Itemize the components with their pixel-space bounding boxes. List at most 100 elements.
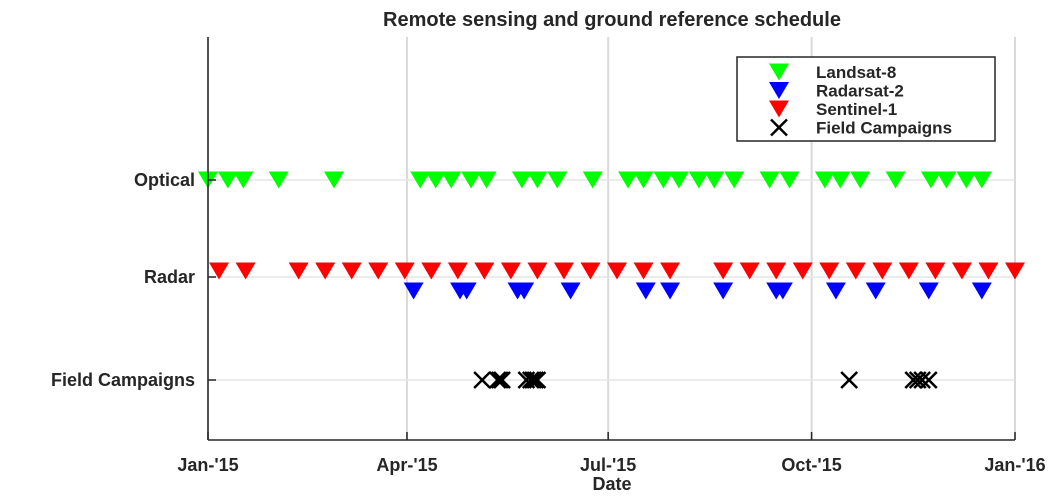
sentinel-1-point — [739, 262, 760, 280]
field-campaigns-point — [840, 371, 859, 389]
field-campaigns-point — [488, 371, 507, 389]
landsat-8-point — [688, 171, 709, 189]
landsat-8-point — [441, 171, 462, 189]
landsat-8-point — [527, 171, 548, 189]
landsat-8-point — [956, 171, 977, 189]
field-campaigns-point-stroke — [526, 371, 545, 389]
landsat-8-point — [268, 171, 289, 189]
sentinel-1-point — [368, 262, 389, 280]
sentinel-1-point — [500, 262, 521, 280]
sentinel-1-point — [580, 262, 601, 280]
sentinel-1-point — [1005, 262, 1025, 280]
landsat-8-point — [511, 171, 532, 189]
x-tick-label: Jul-'15 — [580, 455, 636, 475]
landsat-8-point — [547, 171, 568, 189]
legend-marker-radarsat-2 — [769, 82, 789, 99]
field-campaigns-point-stroke — [490, 371, 509, 389]
landsat-8-point — [425, 171, 446, 189]
sentinel-1-point — [951, 262, 972, 280]
x-axis-label: Date — [592, 474, 631, 494]
landsat-8-point — [920, 171, 941, 189]
legend-label-sentinel-1: Sentinel-1 — [816, 100, 897, 119]
field-campaigns-point-stroke — [524, 371, 542, 389]
sentinel-1-point — [978, 262, 999, 280]
field-campaigns-point — [493, 371, 511, 389]
radarsat-2-point — [713, 282, 734, 300]
x-tick-label: Apr-'15 — [376, 455, 437, 475]
landsat-8-point — [885, 171, 906, 189]
radarsat-2-point — [865, 282, 886, 300]
landsat-8-point — [618, 171, 639, 189]
legend-label-landsat-8: Landsat-8 — [816, 63, 896, 82]
field-campaigns-point-stroke — [919, 371, 938, 389]
landsat-8-point — [759, 171, 780, 189]
landsat-8-point — [633, 171, 654, 189]
sentinel-1-point — [288, 262, 309, 280]
y-tick-label: Radar — [144, 267, 195, 287]
field-campaigns-point — [904, 371, 923, 389]
radarsat-2-point — [560, 282, 581, 300]
field-campaigns-point-stroke — [473, 371, 492, 389]
landsat-8-point — [668, 171, 689, 189]
legend-label-field-campaigns: Field Campaigns — [816, 119, 952, 138]
field-campaigns-point — [913, 371, 932, 389]
sentinel-1-point — [925, 262, 946, 280]
field-campaigns-point-stroke — [904, 371, 923, 389]
landsat-8-point — [814, 171, 835, 189]
sentinel-1-point — [607, 262, 628, 280]
sentinel-1-point — [341, 262, 362, 280]
sentinel-1-point — [713, 262, 734, 280]
field-campaigns-point-stroke — [521, 371, 540, 389]
x-tick-label: Oct-'15 — [781, 455, 841, 475]
sentinel-1-point — [872, 262, 893, 280]
sentinel-1-point — [660, 262, 681, 280]
field-campaigns-point-stroke — [488, 371, 507, 389]
radarsat-2-point — [825, 282, 846, 300]
legend-marker-field-campaigns-stroke — [770, 118, 788, 137]
sentinel-1-point — [898, 262, 919, 280]
field-campaigns-point — [490, 371, 509, 389]
legend-label-radarsat-2: Radarsat-2 — [816, 82, 904, 101]
landsat-8-point — [724, 171, 745, 189]
x-tick-label: Jan-'16 — [984, 455, 1045, 475]
radarsat-2-point — [772, 282, 793, 300]
radarsat-2-point — [918, 282, 939, 300]
landsat-8-point — [324, 171, 345, 189]
landsat-8-point — [217, 171, 238, 189]
sentinel-1-point — [792, 262, 813, 280]
chart-title: Remote sensing and ground reference sche… — [383, 9, 841, 31]
field-campaigns-point — [521, 371, 540, 389]
field-campaigns-point — [526, 371, 545, 389]
landsat-8-point — [233, 171, 254, 189]
legend-marker-landsat-8 — [769, 63, 789, 81]
field-campaigns-point — [528, 371, 547, 389]
legend-marker-field-campaigns — [770, 118, 788, 137]
sentinel-1-point — [819, 262, 840, 280]
landsat-8-point — [704, 171, 725, 189]
landsat-8-point — [476, 171, 497, 189]
radarsat-2-point — [635, 282, 656, 300]
sentinel-1-point — [766, 262, 787, 280]
axes: Jan-'15 Apr-'15 Jul-'15 Oct-'15 Jan-'16 Optic… — [51, 37, 1046, 475]
field-campaigns-point — [473, 371, 492, 389]
sentinel-1-point — [421, 262, 442, 280]
landsat-8-point — [410, 171, 431, 189]
legend-marker-sentinel-1 — [769, 100, 789, 118]
radarsat-2-point — [456, 282, 477, 300]
landsat-8-point — [653, 171, 674, 189]
sentinel-1-point — [845, 262, 866, 280]
field-campaigns-point-stroke — [840, 371, 859, 389]
sentinel-1-point — [209, 262, 230, 280]
landsat-8-point — [779, 171, 800, 189]
sentinel-1-point — [315, 262, 336, 280]
radarsat-2-point — [971, 282, 992, 300]
sentinel-1-point — [235, 262, 256, 280]
x-tick-label: Jan-'15 — [177, 455, 238, 475]
field-campaigns-point-stroke — [913, 371, 932, 389]
sentinel-1-point — [447, 262, 468, 280]
sentinel-1-point — [553, 262, 574, 280]
landsat-8-point — [971, 171, 992, 189]
sentinel-1-point — [474, 262, 495, 280]
